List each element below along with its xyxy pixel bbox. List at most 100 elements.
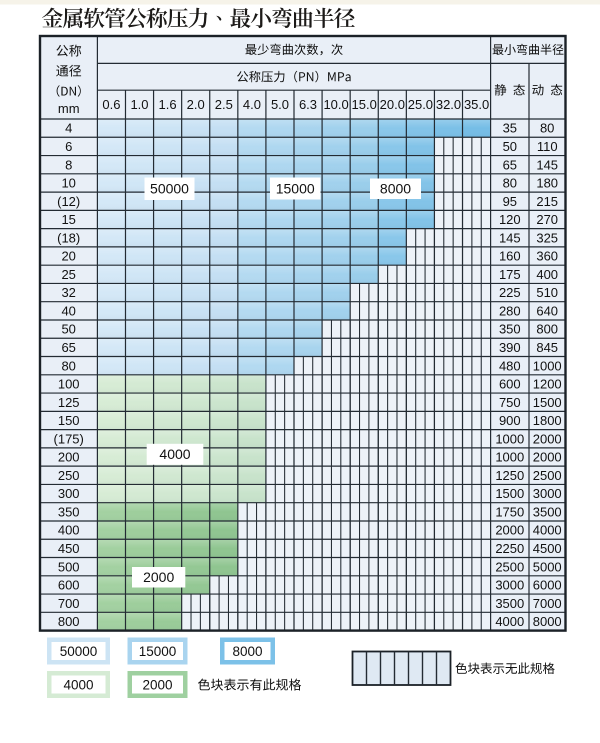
svg-text:800: 800 bbox=[536, 322, 558, 337]
svg-text:145: 145 bbox=[536, 157, 558, 172]
svg-text:160: 160 bbox=[499, 249, 521, 264]
svg-text:2000: 2000 bbox=[533, 450, 562, 465]
svg-text:5000: 5000 bbox=[533, 559, 562, 574]
svg-text:3000: 3000 bbox=[533, 486, 562, 501]
svg-text:2500: 2500 bbox=[495, 559, 524, 574]
svg-text:2000: 2000 bbox=[533, 431, 562, 446]
svg-text:350: 350 bbox=[58, 504, 80, 519]
svg-text:600: 600 bbox=[499, 377, 521, 392]
svg-text:4000: 4000 bbox=[533, 523, 562, 538]
svg-text:390: 390 bbox=[499, 340, 521, 355]
svg-text:2000: 2000 bbox=[142, 677, 172, 692]
svg-text:35: 35 bbox=[503, 121, 517, 136]
svg-text:2.0: 2.0 bbox=[187, 97, 205, 112]
svg-text:(175): (175) bbox=[54, 431, 84, 446]
svg-text:2500: 2500 bbox=[533, 468, 562, 483]
svg-text:4.0: 4.0 bbox=[243, 97, 261, 112]
svg-text:2000: 2000 bbox=[495, 523, 524, 538]
svg-text:300: 300 bbox=[58, 486, 80, 501]
svg-text:360: 360 bbox=[536, 249, 558, 264]
svg-text:20: 20 bbox=[61, 249, 75, 264]
svg-text:325: 325 bbox=[536, 230, 558, 245]
svg-text:350: 350 bbox=[499, 322, 521, 337]
svg-text:32.0: 32.0 bbox=[436, 97, 461, 112]
svg-text:215: 215 bbox=[536, 194, 558, 209]
svg-text:700: 700 bbox=[58, 596, 80, 611]
svg-text:1000: 1000 bbox=[495, 431, 524, 446]
svg-text:4: 4 bbox=[65, 121, 72, 136]
svg-text:8000: 8000 bbox=[232, 644, 262, 659]
svg-text:50000: 50000 bbox=[150, 181, 189, 197]
svg-text:6000: 6000 bbox=[533, 578, 562, 593]
svg-text:400: 400 bbox=[58, 523, 80, 538]
svg-text:900: 900 bbox=[499, 413, 521, 428]
svg-text:8: 8 bbox=[65, 157, 72, 172]
svg-text:3000: 3000 bbox=[495, 578, 524, 593]
svg-text:15000: 15000 bbox=[276, 180, 315, 196]
svg-text:1000: 1000 bbox=[495, 450, 524, 465]
svg-text:40: 40 bbox=[61, 304, 75, 319]
svg-text:10: 10 bbox=[61, 176, 75, 191]
svg-text:500: 500 bbox=[58, 559, 80, 574]
svg-text:845: 845 bbox=[536, 340, 558, 355]
svg-text:270: 270 bbox=[536, 212, 558, 227]
svg-text:50000: 50000 bbox=[60, 644, 98, 659]
svg-text:8000: 8000 bbox=[380, 181, 411, 197]
svg-text:32: 32 bbox=[61, 285, 75, 300]
svg-text:100: 100 bbox=[58, 377, 80, 392]
svg-text:(12): (12) bbox=[57, 194, 80, 209]
svg-text:20.0: 20.0 bbox=[380, 97, 405, 112]
svg-text:4000: 4000 bbox=[495, 614, 524, 629]
svg-text:25: 25 bbox=[61, 267, 75, 282]
svg-text:6.3: 6.3 bbox=[299, 97, 317, 112]
svg-text:6: 6 bbox=[65, 139, 72, 154]
svg-text:480: 480 bbox=[499, 358, 521, 373]
svg-text:3500: 3500 bbox=[533, 504, 562, 519]
svg-text:200: 200 bbox=[58, 450, 80, 465]
svg-text:1.0: 1.0 bbox=[130, 97, 148, 112]
svg-text:800: 800 bbox=[58, 614, 80, 629]
svg-text:600: 600 bbox=[58, 578, 80, 593]
svg-text:50: 50 bbox=[61, 322, 75, 337]
svg-text:2000: 2000 bbox=[143, 569, 174, 585]
svg-text:1750: 1750 bbox=[495, 504, 524, 519]
svg-text:15.0: 15.0 bbox=[352, 97, 377, 112]
svg-text:175: 175 bbox=[499, 267, 521, 282]
svg-text:1500: 1500 bbox=[495, 486, 524, 501]
svg-text:280: 280 bbox=[499, 304, 521, 319]
svg-text:35.0: 35.0 bbox=[464, 97, 489, 112]
svg-text:10.0: 10.0 bbox=[323, 97, 348, 112]
svg-text:65: 65 bbox=[61, 340, 75, 355]
svg-text:4000: 4000 bbox=[63, 677, 93, 692]
svg-text:80: 80 bbox=[540, 121, 554, 136]
svg-text:225: 225 bbox=[499, 285, 521, 300]
svg-text:50: 50 bbox=[503, 139, 517, 154]
svg-text:3500: 3500 bbox=[495, 596, 524, 611]
svg-text:7000: 7000 bbox=[533, 596, 562, 611]
svg-text:450: 450 bbox=[58, 541, 80, 556]
svg-text:1200: 1200 bbox=[533, 377, 562, 392]
svg-text:1.6: 1.6 bbox=[159, 97, 177, 112]
svg-text:2250: 2250 bbox=[495, 541, 524, 556]
svg-text:400: 400 bbox=[536, 267, 558, 282]
svg-text:750: 750 bbox=[499, 395, 521, 410]
svg-text:180: 180 bbox=[536, 176, 558, 191]
svg-text:25.0: 25.0 bbox=[408, 97, 433, 112]
svg-text:65: 65 bbox=[503, 157, 517, 172]
svg-text:mm: mm bbox=[58, 101, 80, 116]
svg-text:(18): (18) bbox=[57, 230, 80, 245]
svg-text:1800: 1800 bbox=[533, 413, 562, 428]
svg-text:250: 250 bbox=[58, 468, 80, 483]
svg-text:1250: 1250 bbox=[495, 468, 524, 483]
svg-text:80: 80 bbox=[61, 358, 75, 373]
svg-text:125: 125 bbox=[58, 395, 80, 410]
svg-text:0.6: 0.6 bbox=[102, 97, 120, 112]
svg-text:110: 110 bbox=[537, 139, 558, 154]
svg-text:4000: 4000 bbox=[159, 446, 190, 462]
svg-text:510: 510 bbox=[536, 285, 558, 300]
svg-text:150: 150 bbox=[58, 413, 80, 428]
svg-text:5.0: 5.0 bbox=[271, 97, 289, 112]
svg-text:15000: 15000 bbox=[139, 644, 177, 659]
svg-text:145: 145 bbox=[499, 230, 521, 245]
svg-text:95: 95 bbox=[503, 194, 517, 209]
